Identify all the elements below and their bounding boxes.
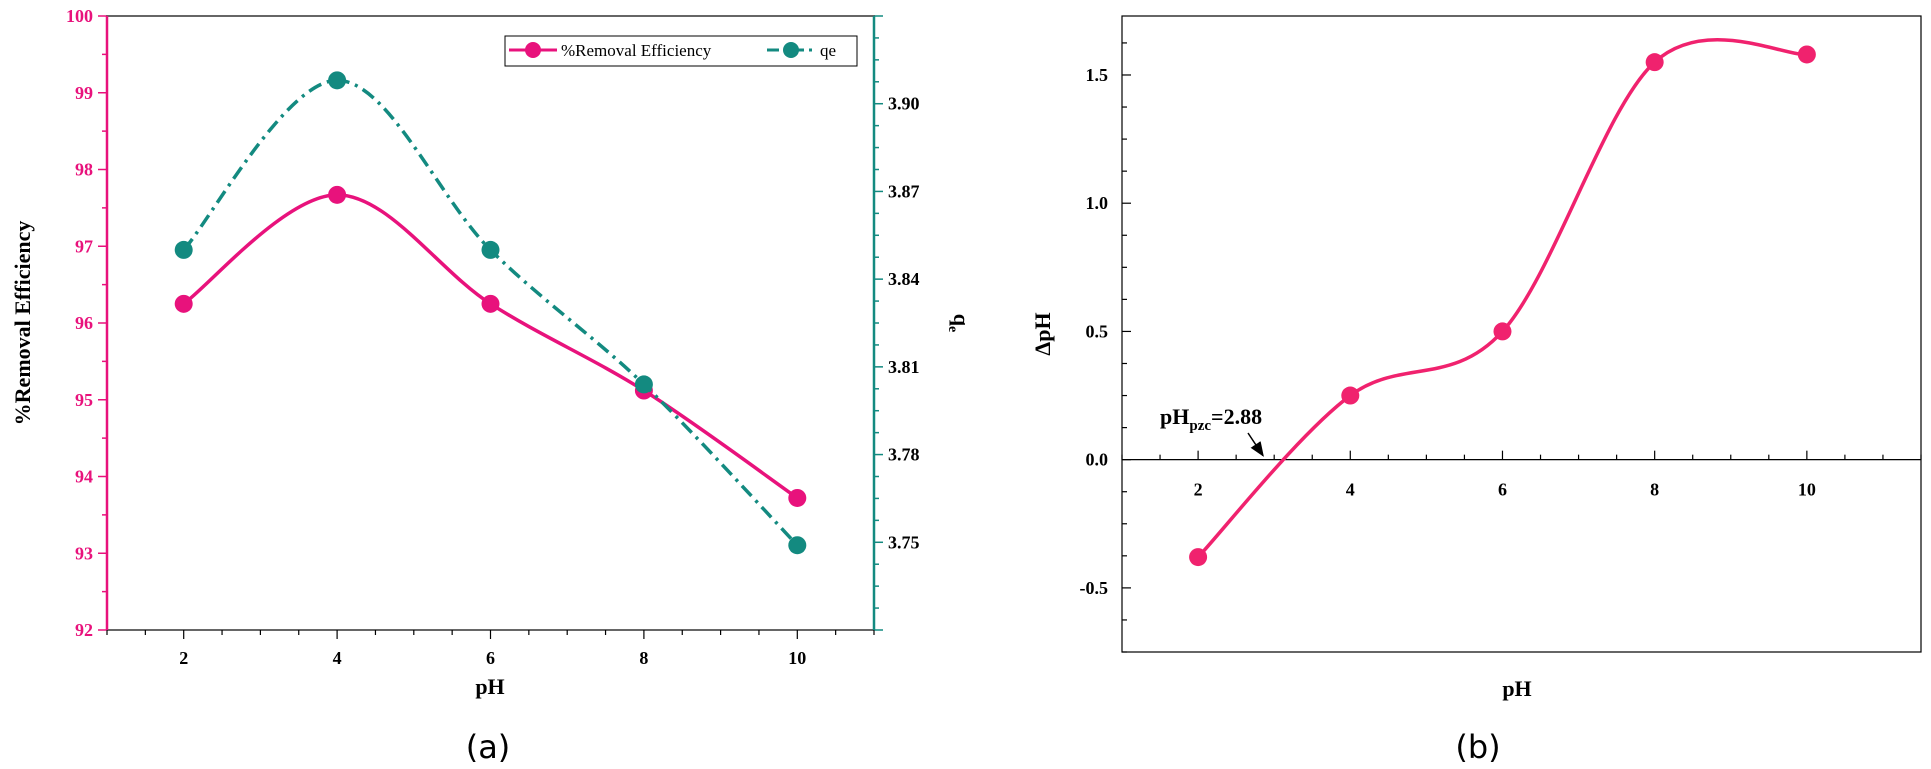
legend-label-removal: %Removal Efficiency bbox=[561, 41, 712, 60]
chart-b-y-tick-label: 0.0 bbox=[1086, 450, 1109, 470]
data-point-removal-efficiency bbox=[788, 488, 807, 507]
chart-a-left-tick-label: 97 bbox=[75, 236, 93, 256]
chart-b: 2 4 6 8 10 -0.5 0.0 0.5 1.0 1.5 pH ΔpH pHpzc=2.88 bbox=[1030, 15, 1922, 701]
chart-a-right-axis-title: qe bbox=[945, 314, 974, 332]
data-point-removal-efficiency bbox=[481, 294, 500, 313]
chart-b-x-axis-title: pH bbox=[1502, 676, 1531, 701]
chart-b-x-tick-label: 4 bbox=[1346, 480, 1355, 500]
data-point-delta-ph bbox=[1493, 322, 1512, 341]
chart-a-grid-ticks bbox=[98, 15, 883, 639]
chart-b-x-tick-label: 2 bbox=[1194, 480, 1203, 500]
legend-label-qe: qe bbox=[820, 41, 836, 60]
data-point-delta-ph bbox=[1645, 53, 1664, 72]
chart-b-annotation: pHpzc=2.88 bbox=[1160, 404, 1264, 457]
pzc-annotation-label: pHpzc=2.88 bbox=[1160, 404, 1262, 434]
chart-b-y-tick-label: 1.0 bbox=[1086, 193, 1109, 213]
chart-a-left-tick-label: 93 bbox=[75, 543, 93, 563]
data-point-delta-ph bbox=[1797, 45, 1816, 64]
chart-a-left-tick-label: 100 bbox=[66, 6, 93, 26]
chart-a-right-tick-label: 3.81 bbox=[888, 357, 920, 377]
data-point-delta-ph bbox=[1341, 386, 1360, 405]
data-point-delta-ph bbox=[1189, 548, 1208, 567]
chart-a-left-axis-title: %Removal Efficiency bbox=[10, 221, 35, 426]
data-point-qe bbox=[634, 375, 653, 394]
chart-a-left-tick-label: 94 bbox=[75, 467, 93, 487]
chart-a-x-tick-label: 4 bbox=[333, 648, 342, 668]
data-point-removal-efficiency bbox=[174, 294, 193, 313]
data-point-qe bbox=[788, 536, 807, 555]
chart-a-x-tick-label: 10 bbox=[788, 648, 806, 668]
legend-marker-removal bbox=[525, 42, 541, 58]
caption-b: (b) bbox=[1455, 728, 1500, 766]
chart-a-x-tick-label: 2 bbox=[179, 648, 188, 668]
chart-b-y-axis-title: ΔpH bbox=[1030, 312, 1055, 355]
chart-a-left-tick-label: 95 bbox=[75, 390, 93, 410]
chart-a-left-tick-label: 98 bbox=[75, 160, 93, 180]
chart-b-x-tick-label: 10 bbox=[1798, 480, 1816, 500]
legend-box bbox=[504, 35, 858, 67]
chart-a-left-tick-label: 92 bbox=[75, 620, 93, 640]
chart-b-x-tick-label: 8 bbox=[1650, 480, 1659, 500]
chart-a-legend: %Removal Efficiency qe bbox=[504, 35, 858, 67]
chart-a-right-tick-label: 3.84 bbox=[888, 269, 920, 289]
chart-a-right-tick-label: 3.78 bbox=[888, 445, 920, 465]
data-point-qe bbox=[174, 240, 193, 259]
chart-a-x-axis-title: pH bbox=[475, 674, 504, 699]
chart-a-left-tick-label: 99 bbox=[75, 83, 93, 103]
chart-a-right-tick-label: 3.90 bbox=[888, 94, 920, 114]
pzc-annotation-arrow bbox=[1247, 432, 1264, 457]
chart-a-x-tick-label: 6 bbox=[486, 648, 495, 668]
chart-a-left-tick-label: 96 bbox=[75, 313, 93, 333]
caption-a: (a) bbox=[466, 728, 511, 766]
chart-a-x-tick-label: 8 bbox=[639, 648, 648, 668]
data-point-qe bbox=[328, 71, 347, 90]
chart-a: 2 4 6 8 10 92 93 94 95 96 97 98 99 100 3.75 3.78 3.81 3.8… bbox=[10, 6, 974, 699]
series-line-removal-efficiency bbox=[182, 193, 799, 500]
legend-marker-qe bbox=[783, 42, 799, 58]
chart-b-y-tick-label: 1.5 bbox=[1086, 65, 1109, 85]
chart-b-y-tick-label: -0.5 bbox=[1080, 578, 1109, 598]
data-point-qe bbox=[481, 240, 500, 259]
chart-a-right-tick-label: 3.75 bbox=[888, 532, 920, 552]
chart-b-plot-frame bbox=[1121, 15, 1922, 653]
chart-a-right-tick-label: 3.87 bbox=[888, 181, 920, 201]
chart-b-y-tick-label: 0.5 bbox=[1086, 321, 1109, 341]
chart-b-x-tick-label: 6 bbox=[1498, 480, 1507, 500]
chart-a-plot-frame bbox=[106, 15, 875, 631]
data-point-removal-efficiency bbox=[328, 185, 347, 204]
